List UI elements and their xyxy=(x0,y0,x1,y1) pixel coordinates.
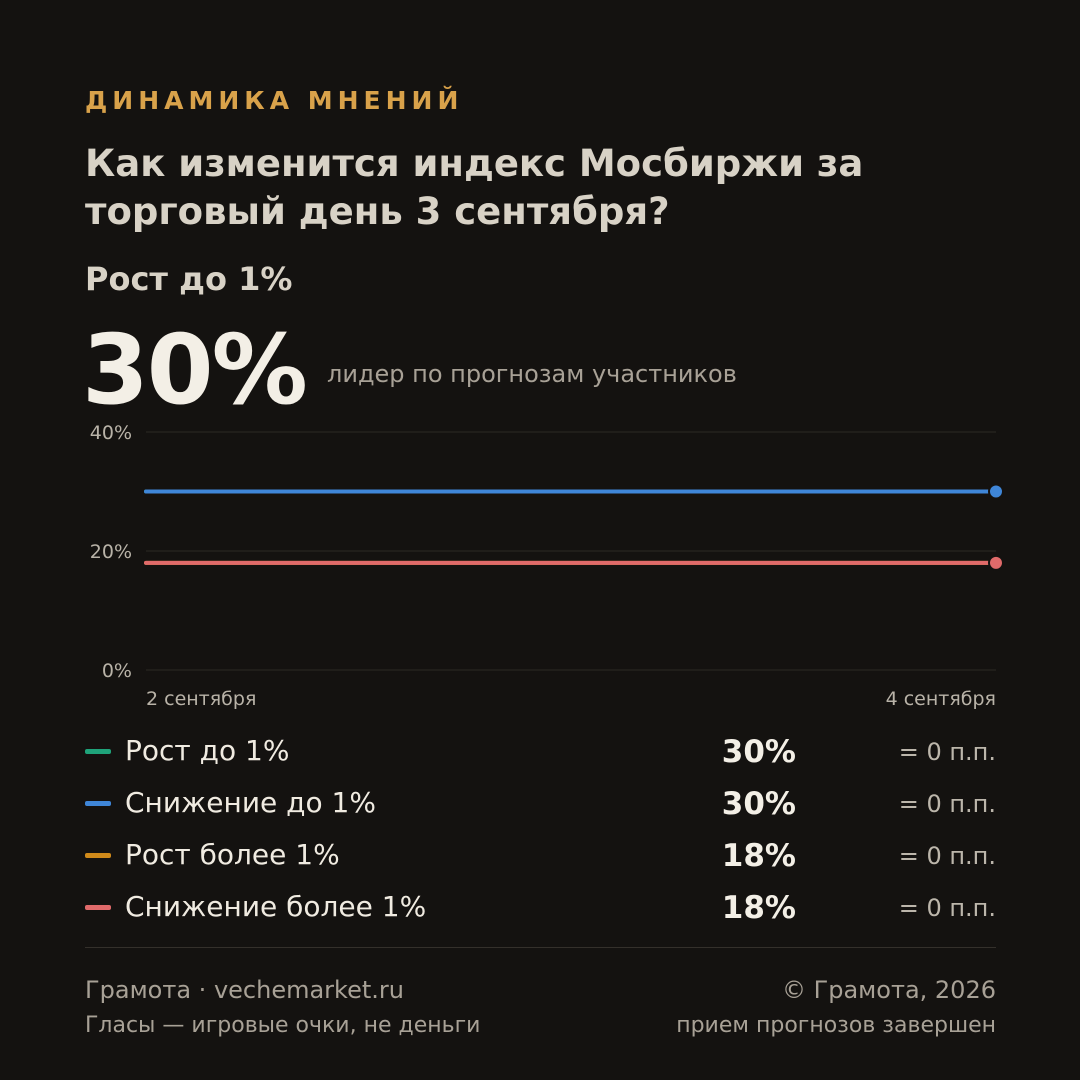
y-tick-label: 0% xyxy=(102,660,132,682)
y-tick-label: 20% xyxy=(90,541,132,563)
legend-percentage: 30% xyxy=(721,786,796,822)
legend-swatch xyxy=(85,749,111,754)
legend-change: = 0 п.п. xyxy=(898,790,996,818)
footer-status: прием прогнозов завершен xyxy=(676,1013,996,1038)
y-tick-label: 40% xyxy=(90,422,132,444)
legend-item: Рост до 1% 30% = 0 п.п. xyxy=(85,730,996,782)
legend-swatch xyxy=(85,853,111,858)
series-end-point xyxy=(988,554,1004,571)
footer-copyright: © Грамота, 2026 xyxy=(781,976,996,1004)
legend-item: Снижение до 1% 30% = 0 п.п. xyxy=(85,782,996,834)
legend-option-name: Рост более 1% xyxy=(125,838,340,871)
legend-change: = 0 п.п. xyxy=(898,894,996,922)
legend-swatch xyxy=(85,801,111,806)
legend-swatch xyxy=(85,905,111,910)
legend-percentage: 18% xyxy=(721,838,796,874)
question-title: Как изменится индекс Мосбиржи за торговы… xyxy=(85,142,864,233)
legend: Рост до 1% 30% = 0 п.п. Снижение до 1% 30% = … xyxy=(85,730,996,938)
leader-description: лидер по прогнозам участников xyxy=(327,360,737,388)
footer-brand: Грамота · vechemarket.ru xyxy=(85,976,404,1004)
legend-option-name: Снижение более 1% xyxy=(125,890,427,923)
legend-change: = 0 п.п. xyxy=(898,738,996,766)
leader-option-name: Рост до 1% xyxy=(85,260,293,298)
x-tick-label: 2 сентября xyxy=(146,688,256,710)
legend-option-name: Снижение до 1% xyxy=(125,786,376,819)
section-kicker: ДИНАМИКА МНЕНИЙ xyxy=(85,86,464,115)
legend-percentage: 18% xyxy=(721,890,796,926)
legend-option-name: Рост до 1% xyxy=(125,734,290,767)
legend-item: Рост более 1% 18% = 0 п.п. xyxy=(85,834,996,886)
line-chart: 0% 20% 40% 2 сентября 4 сентября xyxy=(90,422,1004,710)
series-end-point xyxy=(988,483,1004,500)
x-tick-label: 4 сентября xyxy=(886,688,996,710)
leader-percentage: 30% xyxy=(82,314,308,426)
legend-item: Снижение более 1% 18% = 0 п.п. xyxy=(85,886,996,938)
footer-divider xyxy=(85,947,996,948)
legend-change: = 0 п.п. xyxy=(898,842,996,870)
legend-percentage: 30% xyxy=(721,734,796,770)
footer-disclaimer: Гласы — игровые очки, не деньги xyxy=(85,1013,481,1038)
